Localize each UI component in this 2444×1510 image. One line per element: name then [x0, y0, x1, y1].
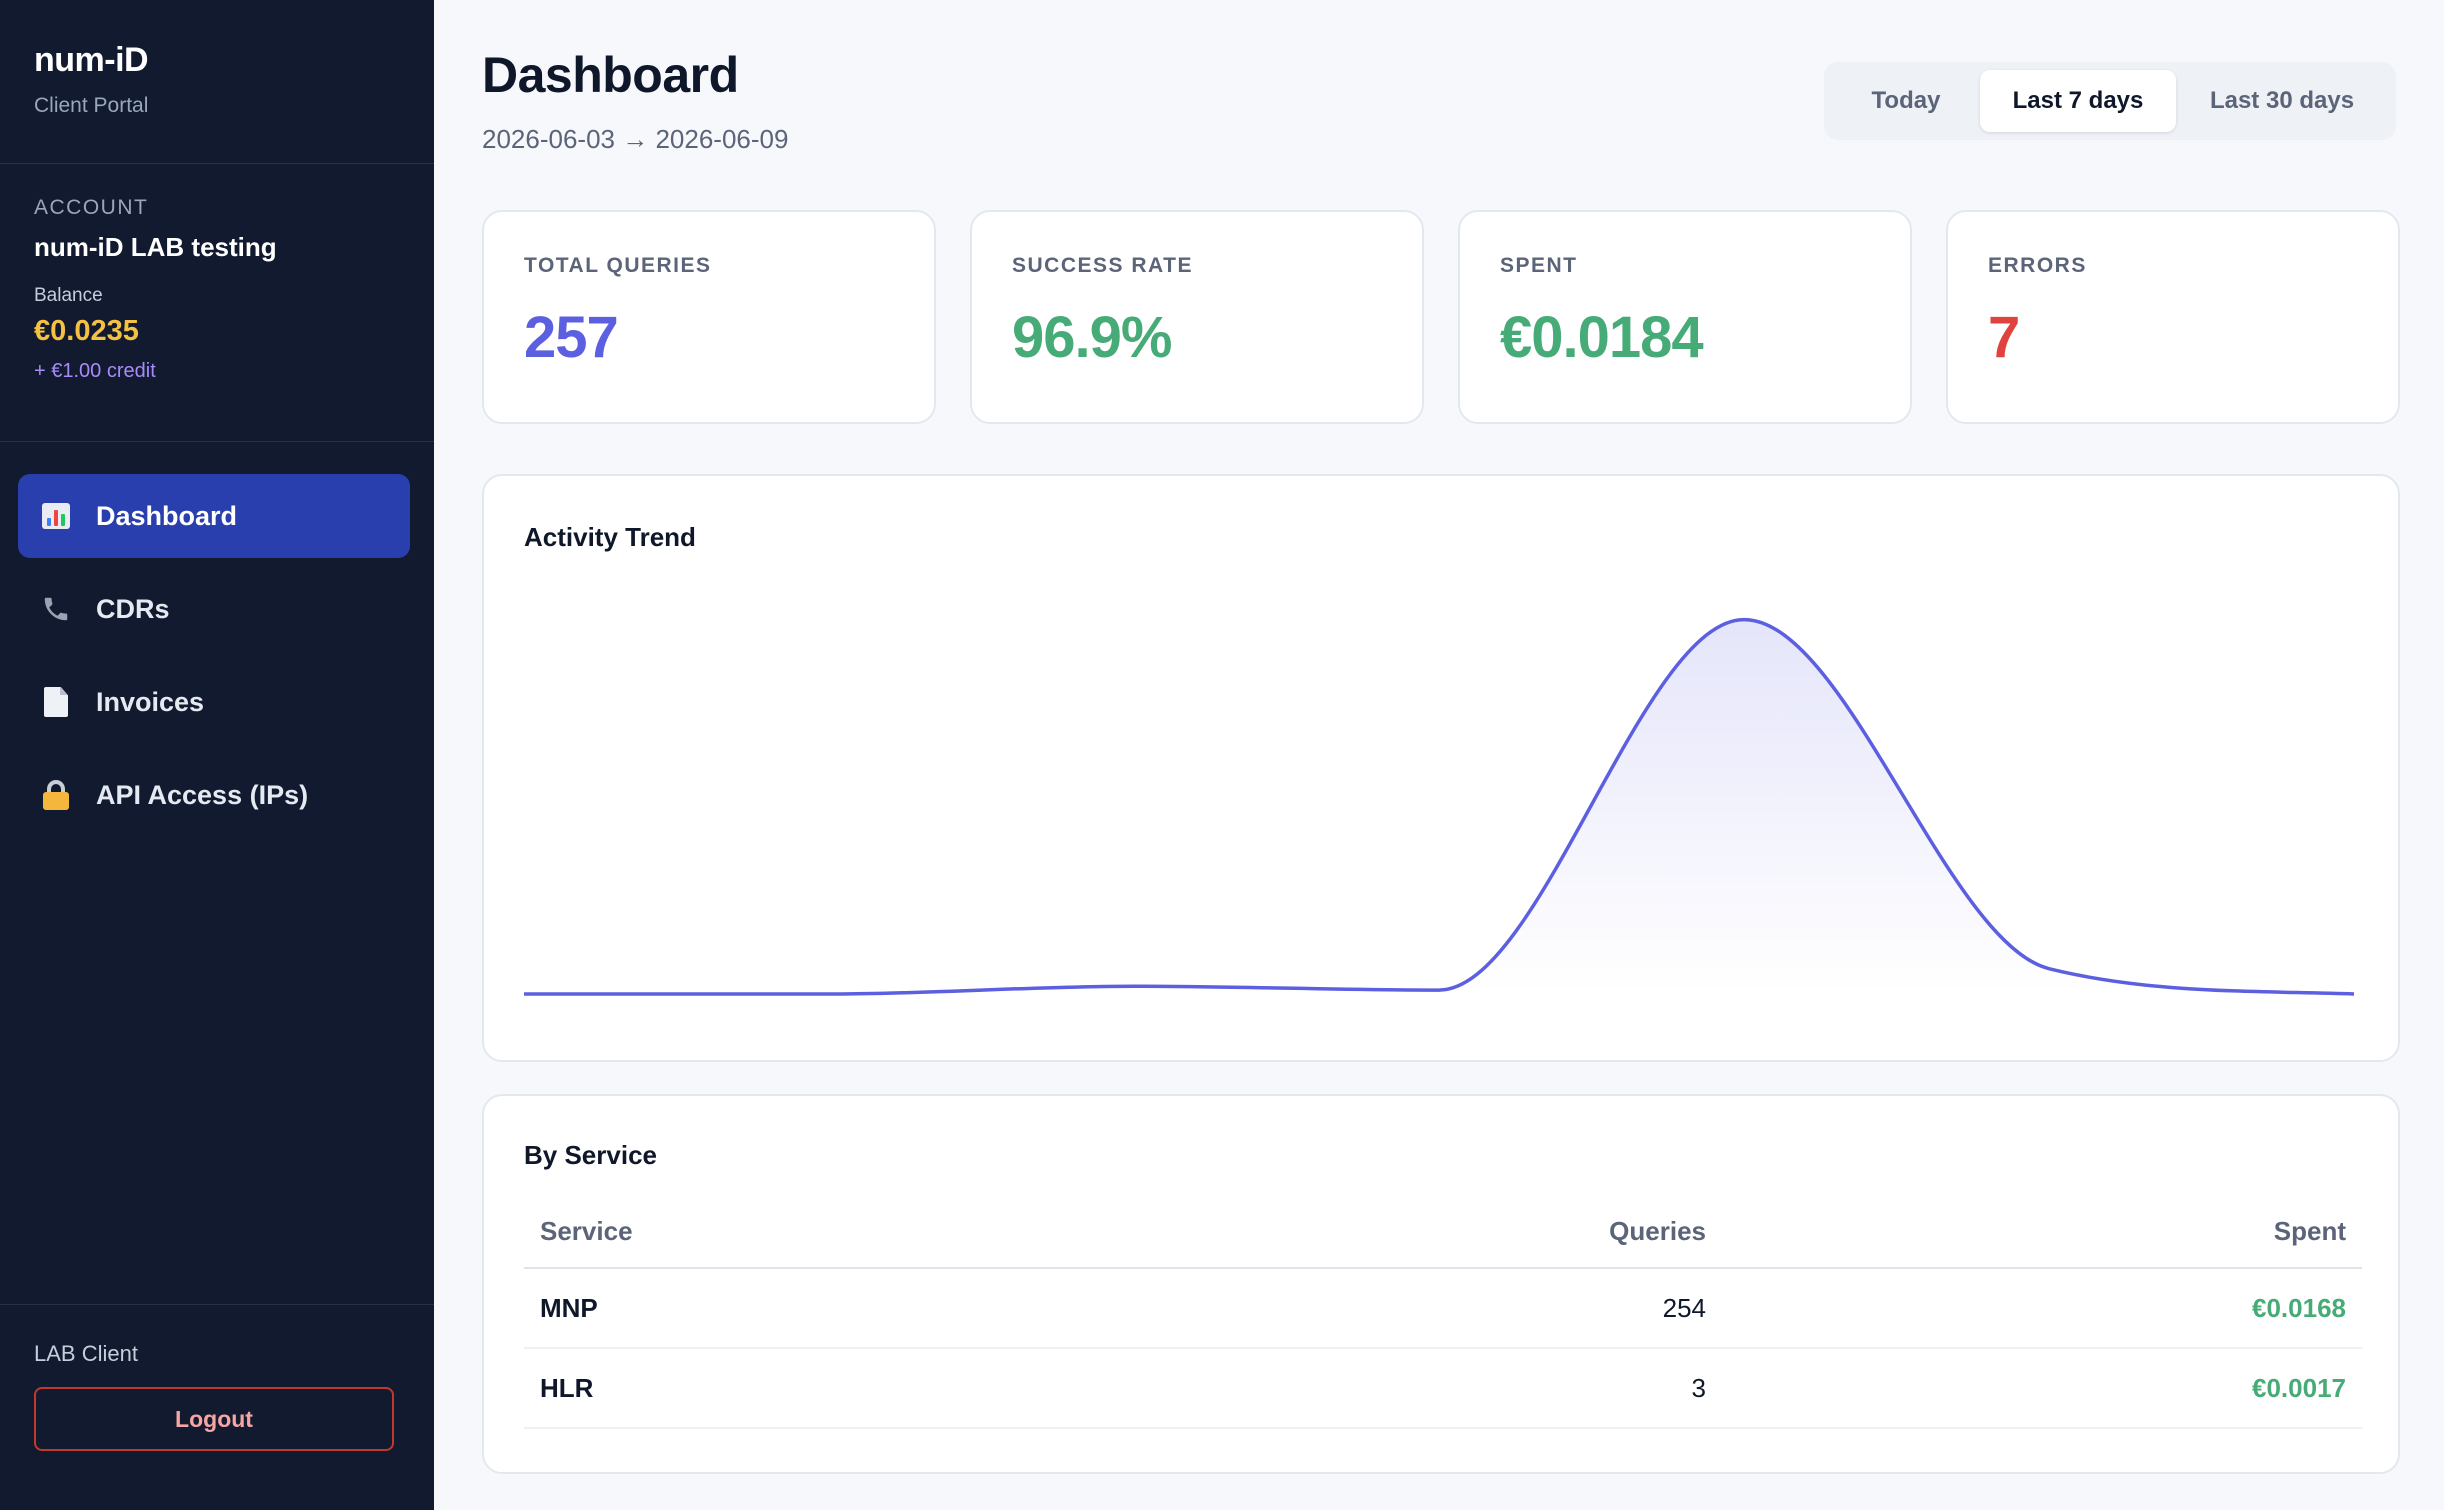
- table-row: HLR 3 €0.0017: [524, 1348, 2362, 1429]
- kpi-label: SUCCESS RATE: [1012, 254, 1193, 277]
- activity-trend-card: Activity Trend: [482, 474, 2400, 1062]
- range-last-7-days-button[interactable]: Last 7 days: [1980, 70, 2176, 132]
- kpi-spent: SPENT €0.0184: [1458, 210, 1912, 424]
- bar-chart-icon: [40, 500, 72, 532]
- lock-key-icon: [40, 779, 72, 811]
- service-spent: €0.0168: [1722, 1268, 2362, 1349]
- kpi-errors: ERRORS 7: [1946, 210, 2400, 424]
- brand-block: num-iD Client Portal: [0, 0, 434, 164]
- credit-amount: + €1.00 credit: [34, 360, 156, 382]
- sidebar-footer: LAB Client Logout: [0, 1304, 434, 1510]
- kpi-value: €0.0184: [1500, 305, 1704, 370]
- balance-value: €0.0235: [34, 315, 139, 347]
- sidebar: num-iD Client Portal ACCOUNT num-iD LAB …: [0, 0, 434, 1510]
- activity-trend-title: Activity Trend: [524, 522, 696, 552]
- sidebar-item-label: Dashboard: [96, 500, 238, 531]
- date-range-selector: Today Last 7 days Last 30 days: [1824, 62, 2396, 140]
- column-header-queries: Queries: [1122, 1196, 1722, 1269]
- table-row: MNP 254 €0.0168: [524, 1268, 2362, 1349]
- account-label: ACCOUNT: [34, 196, 149, 219]
- kpi-total-queries: TOTAL QUERIES 257: [482, 210, 936, 424]
- sidebar-item-label: Invoices: [96, 686, 205, 717]
- account-panel: ACCOUNT num-iD LAB testing Balance €0.02…: [0, 164, 434, 442]
- service-name: MNP: [524, 1268, 1122, 1349]
- sidebar-item-dashboard[interactable]: Dashboard: [18, 474, 410, 558]
- by-service-card: By Service Service Queries Spent MNP 254…: [482, 1094, 2400, 1474]
- trend-series-line: [524, 617, 2354, 996]
- kpi-label: TOTAL QUERIES: [524, 254, 712, 277]
- range-last-30-days-button[interactable]: Last 30 days: [2209, 87, 2355, 114]
- page-title: Dashboard: [482, 47, 739, 103]
- sidebar-item-api-access[interactable]: API Access (IPs): [18, 753, 410, 837]
- client-label: LAB Client: [34, 1341, 138, 1366]
- kpi-label: SPENT: [1500, 254, 1578, 277]
- sidebar-item-label: API Access (IPs): [96, 779, 309, 810]
- sidebar-nav: Dashboard CDRs Invoices API Access (IPs): [18, 474, 410, 846]
- sidebar-item-cdrs[interactable]: CDRs: [18, 567, 410, 651]
- service-queries: 3: [1122, 1348, 1722, 1429]
- sidebar-item-label: CDRs: [96, 593, 170, 624]
- column-header-spent: Spent: [1722, 1196, 2362, 1269]
- service-table: Service Queries Spent MNP 254 €0.0168 HL…: [524, 1196, 2362, 1429]
- document-icon: [40, 686, 72, 718]
- brand-subtitle: Client Portal: [34, 94, 149, 117]
- kpi-value: 96.9%: [1012, 305, 1172, 370]
- range-today-button[interactable]: Today: [1871, 87, 1941, 114]
- service-name: HLR: [524, 1348, 1122, 1429]
- column-header-service: Service: [524, 1196, 1122, 1269]
- balance-label: Balance: [34, 285, 103, 306]
- date-range: 2026-06-03 → 2026-06-09: [482, 124, 789, 154]
- service-queries: 254: [1122, 1268, 1722, 1349]
- service-spent: €0.0017: [1722, 1348, 2362, 1429]
- activity-trend-chart: [524, 617, 2354, 996]
- brand-name: num-iD: [34, 41, 149, 79]
- kpi-success-rate: SUCCESS RATE 96.9%: [970, 210, 1424, 424]
- account-name: num-iD LAB testing: [34, 232, 277, 262]
- table-header-row: Service Queries Spent: [524, 1196, 2362, 1269]
- by-service-title: By Service: [524, 1140, 657, 1170]
- logout-button[interactable]: Logout: [34, 1387, 394, 1451]
- kpi-value: 257: [524, 305, 619, 370]
- trend-area-fill: [524, 619, 2354, 994]
- sidebar-item-invoices[interactable]: Invoices: [18, 660, 410, 744]
- main-content: Dashboard 2026-06-03 → 2026-06-09 Today …: [434, 0, 2444, 1510]
- kpi-label: ERRORS: [1988, 254, 2087, 277]
- phone-icon: [40, 593, 72, 625]
- kpi-value: 7: [1988, 305, 2020, 370]
